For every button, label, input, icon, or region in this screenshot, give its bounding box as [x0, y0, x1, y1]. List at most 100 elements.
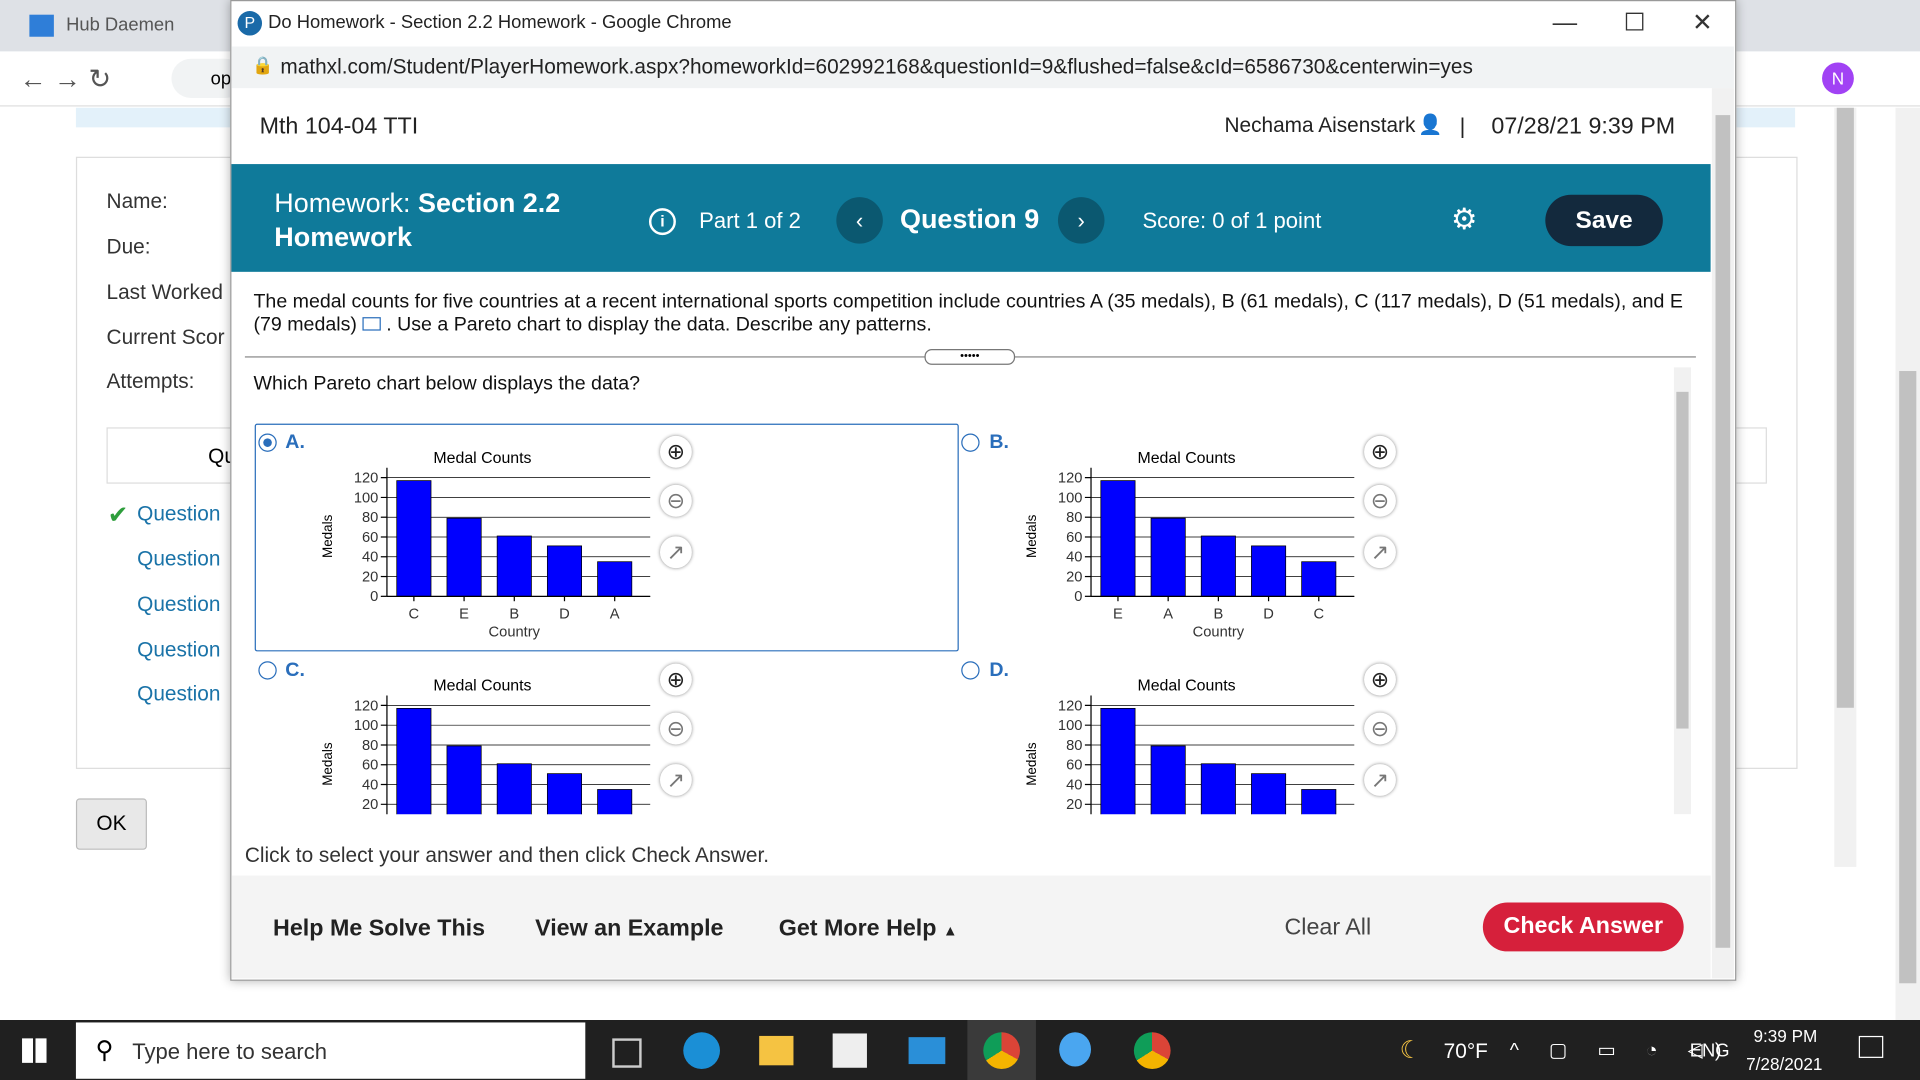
- app-icon[interactable]: [759, 1035, 794, 1066]
- x-tick-label: E: [1113, 606, 1123, 622]
- url[interactable]: mathxl.com/Student/PlayerHomework.aspx?h…: [280, 55, 1473, 79]
- app-active[interactable]: [967, 1020, 1036, 1080]
- y-tick-label: 20: [362, 569, 378, 585]
- x-tick-label: A: [610, 606, 620, 622]
- weather-icon: ☾: [1399, 1037, 1422, 1065]
- ok-button[interactable]: OK: [75, 798, 147, 850]
- clock-time[interactable]: 9:39 PM: [1753, 1026, 1818, 1046]
- pop-out[interactable]: ↗: [660, 536, 692, 569]
- y-axis-label: Medals: [1024, 514, 1039, 558]
- pop-out[interactable]: ↗: [660, 764, 692, 796]
- zoom-out[interactable]: ⊖: [1364, 484, 1396, 517]
- y-tick-label: 20: [362, 797, 378, 813]
- window-controls[interactable]: —☐✕: [1552, 9, 1760, 37]
- header-text: Qu: [208, 444, 236, 468]
- y-axis-label: Medals: [320, 742, 335, 786]
- tray-icons[interactable]: ^ ▢ ▭ ◔ ◁): [1509, 1040, 1734, 1062]
- settings-icon[interactable]: ⚙: [1451, 203, 1478, 237]
- chrome-icon[interactable]: [1133, 1032, 1171, 1069]
- radio[interactable]: [961, 433, 980, 452]
- y-tick-label: 120: [354, 471, 379, 487]
- scroll-thumb[interactable]: [1676, 391, 1689, 729]
- clock-date[interactable]: 7/28/2021: [1746, 1054, 1823, 1074]
- course: Mth 104-04 TTI: [259, 113, 419, 140]
- zoom-out[interactable]: ⊖: [660, 484, 692, 517]
- x-tick-label: B: [509, 606, 519, 622]
- bar: [1150, 517, 1186, 597]
- question-area: Which Pareto chart below displays the da…: [233, 364, 1696, 815]
- scrollbar: [1834, 107, 1857, 867]
- label: Attempts:: [106, 369, 195, 394]
- inner-scrollbar: [1673, 367, 1692, 815]
- avatar[interactable]: N: [1822, 62, 1854, 95]
- option-letter[interactable]: C.: [285, 660, 305, 681]
- clear-all[interactable]: Clear All: [1284, 914, 1372, 941]
- more-help-text: Get More Help: [778, 915, 937, 942]
- zoom-in[interactable]: ⊕: [1364, 663, 1396, 696]
- scroll-thumb[interactable]: [1899, 371, 1917, 984]
- tab-title[interactable]: Hub Daemen: [66, 14, 175, 36]
- scroll-thumb[interactable]: [1715, 115, 1731, 948]
- radio[interactable]: [258, 661, 277, 680]
- question-link[interactable]: Question: [137, 547, 221, 571]
- info-icon[interactable]: i: [648, 208, 676, 236]
- app-icon[interactable]: [908, 1037, 946, 1065]
- more-help-link[interactable]: Get More Help ▲: [779, 916, 958, 943]
- chart: Medal Counts Medals 0 20 40 60 80 100 120 C E B D A Co…: [320, 450, 651, 641]
- notifications[interactable]: [1858, 1035, 1884, 1058]
- y-tick-label: 40: [1066, 550, 1082, 566]
- language[interactable]: ENG: [1689, 1040, 1730, 1062]
- question-link[interactable]: Question: [137, 637, 221, 662]
- zoom-out[interactable]: ⊖: [1364, 712, 1396, 745]
- data-icon[interactable]: [362, 317, 381, 331]
- pop-out[interactable]: ↗: [1364, 536, 1396, 569]
- prev-button[interactable]: ‹: [836, 197, 883, 244]
- radio[interactable]: [258, 433, 277, 452]
- chart-title: Medal Counts: [433, 678, 531, 695]
- zoom-in[interactable]: ⊕: [1364, 435, 1396, 468]
- score: Score: 0 of 1 point: [1142, 208, 1322, 233]
- search-icon: ⚲: [95, 1037, 114, 1065]
- bar: [1301, 561, 1337, 597]
- radio[interactable]: [961, 661, 980, 680]
- bar: [546, 773, 583, 815]
- x-tick-label: D: [559, 606, 570, 622]
- x-tick-label: D: [1263, 606, 1274, 622]
- y-tick-label: 80: [362, 738, 378, 754]
- part: Part 1 of 2: [699, 208, 801, 233]
- weather[interactable]: 70°F: [1443, 1039, 1488, 1063]
- app-icon[interactable]: [683, 1032, 721, 1069]
- pop-out[interactable]: ↗: [1364, 764, 1396, 796]
- problem-task: . Use a Pareto chart to display the data…: [386, 314, 932, 336]
- question-link[interactable]: Question: [137, 592, 221, 616]
- app-icon[interactable]: [612, 1038, 642, 1068]
- zoom-in[interactable]: ⊕: [660, 663, 692, 696]
- check-answer[interactable]: Check Answer: [1482, 902, 1684, 952]
- question-link[interactable]: Question: [137, 682, 221, 706]
- zoom-in[interactable]: ⊕: [660, 435, 692, 468]
- option-letter[interactable]: A.: [285, 432, 305, 454]
- resize-handle[interactable]: •••••: [924, 348, 1016, 365]
- label: Due:: [106, 235, 151, 259]
- zoom-out[interactable]: ⊖: [660, 712, 692, 745]
- nav-buttons[interactable]: ← → ↻: [19, 63, 112, 95]
- search-box[interactable]: [75, 1022, 586, 1079]
- bar: [496, 763, 532, 815]
- app-icon[interactable]: [832, 1033, 867, 1068]
- bar: [396, 708, 432, 815]
- bar: [1100, 480, 1136, 597]
- scroll-thumb[interactable]: [1836, 107, 1854, 708]
- next-button[interactable]: ›: [1057, 197, 1105, 244]
- option-letter[interactable]: D.: [989, 660, 1009, 681]
- chart-title: Medal Counts: [1137, 450, 1235, 467]
- app-icon[interactable]: [1059, 1032, 1092, 1067]
- question-link[interactable]: Question: [137, 502, 221, 526]
- y-tick-label: 40: [362, 550, 378, 566]
- help-link[interactable]: Help Me Solve This: [273, 915, 486, 942]
- save-button[interactable]: Save: [1545, 194, 1663, 247]
- example-link[interactable]: View an Example: [535, 915, 724, 942]
- start-button[interactable]: [22, 1038, 47, 1063]
- option-letter[interactable]: B.: [989, 432, 1009, 454]
